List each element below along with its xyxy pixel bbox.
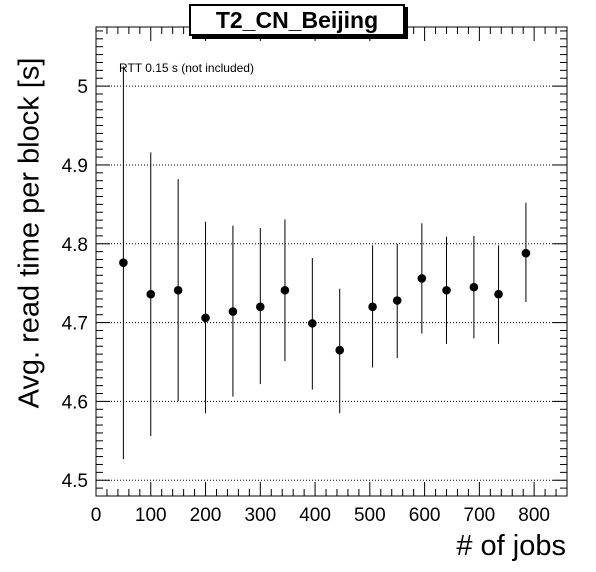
data-point (335, 345, 345, 355)
data-point (201, 313, 210, 323)
x-tick-label: 400 (299, 505, 331, 526)
data-point (280, 285, 290, 295)
data-point (228, 307, 238, 316)
x-tick-label: 700 (464, 505, 496, 526)
data-point (308, 319, 317, 328)
chart-title: T2_CN_Beijing (189, 4, 405, 36)
data-point (417, 274, 427, 283)
data-point (521, 248, 531, 258)
data-point (173, 285, 183, 295)
data-point (368, 302, 377, 312)
error-bars (122, 66, 527, 459)
y-tick-label: 4.7 (62, 314, 88, 335)
data-point (119, 258, 128, 267)
y-axis-label: Avg. read time per block [s] (13, 57, 46, 409)
x-tick-label: 600 (409, 505, 441, 526)
data-point (469, 282, 479, 292)
plot-frame (95, 26, 568, 497)
data-point (494, 289, 503, 299)
x-axis-label: # of jobs (456, 530, 566, 562)
data-point (256, 302, 265, 312)
data-point (392, 296, 402, 305)
tick-labels: 4.5 4.6 4.7 4.8 4.9 5 0 100 200 300 400 500 600 700 80… (62, 77, 550, 526)
x-tick-label: 100 (135, 505, 167, 526)
x-tick-label: 800 (518, 505, 550, 526)
y-tick-label: 5 (77, 77, 88, 98)
data-point (146, 289, 156, 299)
y-tick-label: 4.5 (62, 471, 88, 492)
x-tick-label: 300 (244, 505, 276, 526)
chart-annotation: RTT 0.15 s (not included) (119, 61, 254, 75)
y-tick-label: 4.9 (62, 156, 88, 177)
axis-ticks (95, 27, 567, 497)
x-tick-label: 0 (91, 505, 102, 526)
y-tick-label: 4.6 (62, 392, 88, 413)
x-tick-label: 200 (190, 505, 222, 526)
grid-lines (96, 85, 567, 481)
x-tick-label: 500 (354, 505, 386, 526)
data-point (442, 285, 451, 295)
y-tick-label: 4.8 (62, 235, 88, 256)
data-markers (119, 248, 531, 355)
